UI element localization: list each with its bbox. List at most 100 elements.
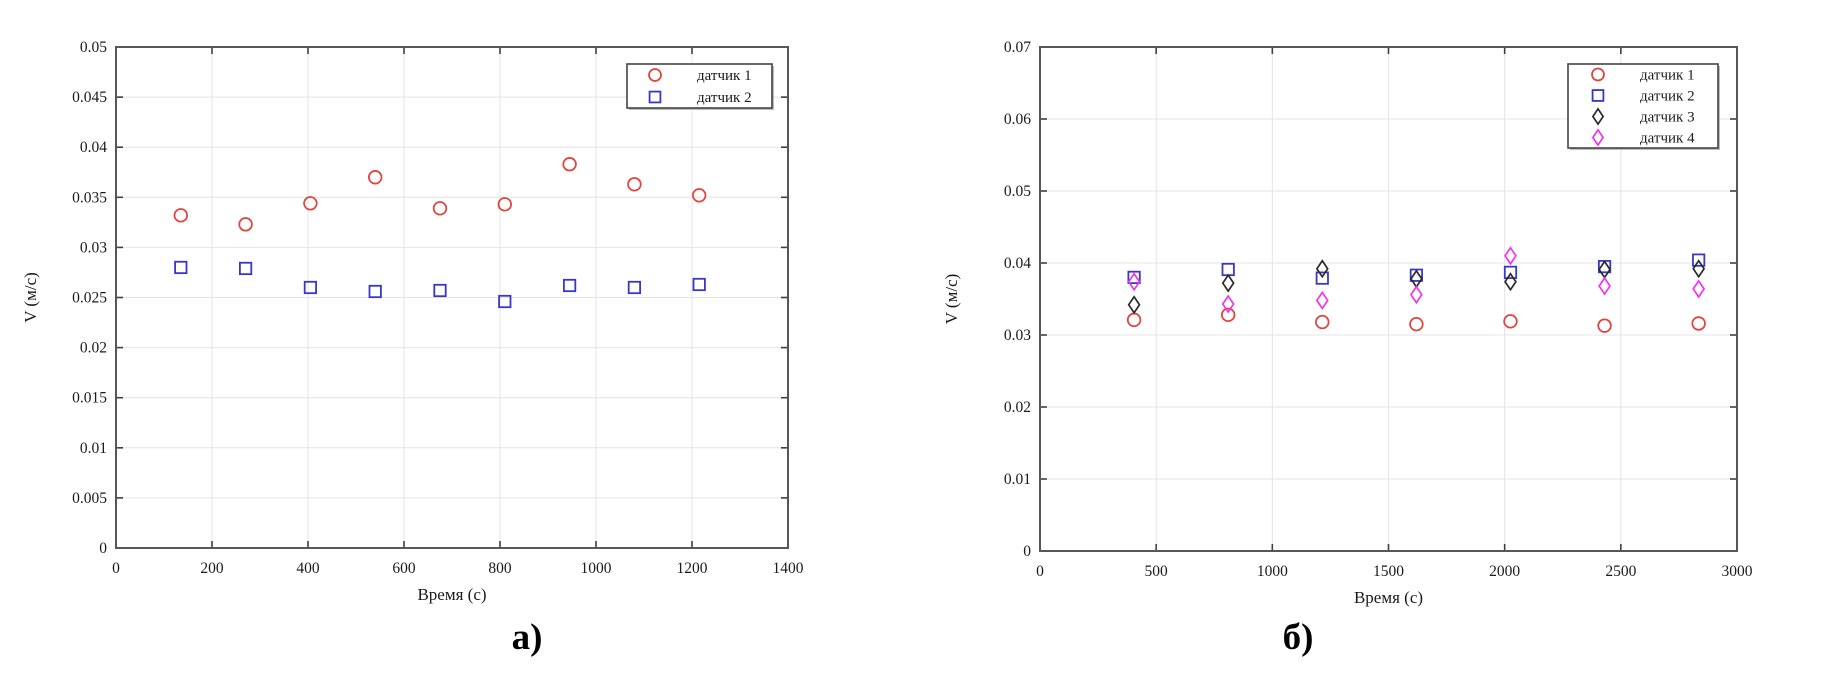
axes-box xyxy=(115,46,789,549)
x-tick-label: 200 xyxy=(200,560,224,577)
x-tick-label: 1000 xyxy=(581,560,612,577)
series-2 xyxy=(1127,253,1706,285)
y-tick-label: 0.005 xyxy=(72,490,107,507)
data-point-circle xyxy=(1691,316,1706,331)
y-tick-labels: 0 0.005 0.01 0.015 0.02 0.025 0.03 0.035 0.04 0.0… xyxy=(72,39,107,557)
x-tick-label: 500 xyxy=(1145,563,1169,580)
data-point-circle xyxy=(1409,317,1424,332)
data-point-square xyxy=(627,280,642,295)
legend-item-2: датчик 2 xyxy=(1591,89,1695,105)
x-tick-label: 1200 xyxy=(677,560,708,577)
legend-item-1: датчик 1 xyxy=(648,68,752,84)
data-point-circle xyxy=(238,217,253,232)
y-tick-label: 0.035 xyxy=(72,189,107,206)
legend-label: датчик 1 xyxy=(1640,68,1695,84)
data-point-circle xyxy=(1503,314,1518,329)
legend-item-1: датчик 1 xyxy=(1591,67,1695,84)
x-axis-label: Время (с) xyxy=(1354,588,1423,607)
data-point-diamond xyxy=(1127,272,1141,292)
x-tick-label: 0 xyxy=(112,560,120,577)
data-point-square xyxy=(1591,89,1605,102)
data-point-diamond xyxy=(1591,128,1605,147)
y-tick-labels: 0 0.01 0.02 0.03 0.04 0.05 0.06 0.07 xyxy=(1004,39,1031,560)
data-point-circle xyxy=(497,197,513,212)
data-point-circle xyxy=(173,208,189,223)
y-tick-label: 0.03 xyxy=(1004,327,1031,344)
legend-item-4: датчик 4 xyxy=(1591,128,1695,147)
x-tick-label: 600 xyxy=(392,560,416,577)
data-point-diamond xyxy=(1221,294,1235,314)
series-2 xyxy=(174,260,706,309)
y-tick-label: 0.025 xyxy=(72,290,107,307)
data-point-square xyxy=(1503,265,1518,279)
data-point-diamond xyxy=(1692,279,1706,299)
x-tick-label: 2500 xyxy=(1605,563,1636,580)
data-point-circle xyxy=(692,188,707,203)
data-point-circle xyxy=(1591,67,1605,82)
data-point-square xyxy=(563,278,577,293)
chart-a: 0 200 400 600 800 1000 1200 1400 0 0.005 0.01 0.015… xyxy=(21,39,804,604)
y-tick-label: 0.06 xyxy=(1004,111,1031,128)
data-point-circle xyxy=(1315,314,1330,330)
y-tick-label: 0.045 xyxy=(72,89,107,106)
x-tick-label: 800 xyxy=(488,560,512,577)
legend-item-2: датчик 2 xyxy=(648,90,752,106)
x-axis-label: Время (с) xyxy=(417,585,486,604)
data-point-diamond xyxy=(1504,246,1517,266)
data-point-circle xyxy=(432,201,448,216)
data-point-circle xyxy=(648,68,662,82)
grid xyxy=(116,47,788,548)
y-tick-label: 0.04 xyxy=(80,139,107,156)
y-tick-label: 0.015 xyxy=(72,390,107,407)
y-tick-label: 0.02 xyxy=(1004,399,1031,416)
legend-label: датчик 1 xyxy=(697,68,752,84)
data-point-diamond xyxy=(1598,276,1611,296)
y-tick-label: 0.02 xyxy=(80,340,107,357)
data-point-square xyxy=(648,90,662,104)
data-point-diamond xyxy=(1591,107,1605,126)
data-point-square xyxy=(1127,270,1141,285)
x-tick-labels: 0 200 400 600 800 1000 1200 1400 xyxy=(112,560,804,577)
y-tick-label: 0.04 xyxy=(1004,255,1031,272)
data-point-diamond xyxy=(1221,273,1235,293)
data-point-square xyxy=(368,284,382,299)
data-point-square xyxy=(174,260,188,275)
y-tick-label: 0.03 xyxy=(80,239,107,256)
data-point-diamond xyxy=(1315,290,1329,310)
x-tick-label: 400 xyxy=(296,560,320,577)
data-point-diamond xyxy=(1315,259,1329,279)
legend-label: датчик 2 xyxy=(697,90,752,106)
axes-box xyxy=(1039,46,1738,552)
legend-item-3: датчик 3 xyxy=(1591,107,1695,126)
data-point-circle xyxy=(303,196,318,211)
data-point-circle xyxy=(627,177,642,192)
x-tick-labels: 0 500 1000 1500 2000 2500 3000 xyxy=(1036,563,1753,580)
legend-label: датчик 2 xyxy=(1640,89,1695,105)
y-tick-label: 0.05 xyxy=(1004,183,1031,200)
x-tick-label: 1400 xyxy=(773,560,804,577)
data-point-diamond xyxy=(1409,285,1423,305)
data-point-diamond xyxy=(1127,295,1141,315)
data-point-diamond xyxy=(1692,259,1706,279)
legend-label: датчик 3 xyxy=(1640,110,1695,126)
y-tick-label: 0 xyxy=(99,540,107,557)
x-tick-label: 1000 xyxy=(1257,563,1288,580)
data-point-square xyxy=(1692,253,1706,267)
y-tick-label: 0.07 xyxy=(1004,39,1031,56)
y-axis-label: V (м/с) xyxy=(942,274,961,325)
x-tick-label: 1500 xyxy=(1373,563,1404,580)
legend: датчик 1 датчик 2 xyxy=(626,63,774,110)
legend-label: датчик 4 xyxy=(1640,131,1695,147)
y-tick-label: 0 xyxy=(1023,543,1031,560)
legend: датчик 1 датчик 2 датчик 3 датчик 4 xyxy=(1567,63,1720,150)
caption-b: б) xyxy=(1282,617,1314,658)
series-1 xyxy=(173,157,707,232)
data-point-circle xyxy=(1597,318,1612,333)
data-point-circle xyxy=(562,157,577,172)
tick-marks xyxy=(115,46,789,549)
data-point-circle xyxy=(1220,307,1236,323)
data-point-square xyxy=(498,294,512,309)
data-point-square xyxy=(303,280,318,295)
data-point-square xyxy=(433,283,447,298)
